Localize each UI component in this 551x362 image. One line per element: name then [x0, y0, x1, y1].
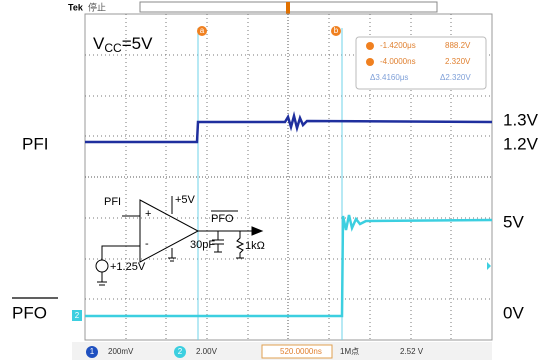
c-minus: - — [145, 238, 149, 250]
ch2-marker-label: 2 — [75, 311, 80, 320]
readout-cell: Δ2.320V — [440, 73, 471, 82]
trigger: 520.0000ns — [280, 347, 322, 356]
pfi-label: PFI — [22, 134, 48, 153]
status: 停止 — [88, 1, 106, 12]
c-pfo: PFO — [211, 213, 234, 225]
readout-cell: 888.2V — [445, 41, 471, 50]
brand: Tek — [68, 2, 84, 12]
readout-cell: 2.320V — [445, 57, 471, 66]
ch2: 2 — [178, 347, 183, 356]
readout-cell: Δ3.4160μs — [370, 73, 408, 82]
readout-cell: -4.0000ns — [380, 57, 416, 66]
v13: 1.3V — [503, 110, 539, 129]
v0: 0V — [503, 303, 524, 322]
v5: 5V — [503, 212, 524, 231]
trigger-pos — [286, 2, 290, 14]
c-supply: +5V — [175, 194, 196, 206]
ro-a — [366, 42, 374, 50]
ch2-scale: 2.00V — [196, 347, 218, 356]
screenshot: Tek 停止 a b -1.4200μs 888.2V -4.0000ns 2.… — [0, 0, 551, 362]
c-cap: 30pF — [190, 239, 215, 251]
v12: 1.2V — [503, 134, 539, 153]
c-ref: +1.25V — [110, 261, 146, 273]
c-plus: + — [145, 208, 151, 220]
readout-cell: -1.4200μs — [380, 41, 416, 50]
vcc-value: =5V — [122, 34, 153, 53]
vcc-v: V — [93, 34, 105, 53]
record: 1M点 — [340, 347, 359, 356]
vcc-label: VCC=5V — [93, 34, 153, 55]
cursor-a-label: a — [200, 26, 205, 35]
vcc-sub: CC — [104, 41, 122, 55]
level: 2.52 V — [400, 347, 424, 356]
c-pfi: PFI — [104, 196, 121, 208]
cursor-b-label: b — [334, 26, 339, 35]
ch1-scale: 200mV — [108, 347, 134, 356]
ro-b — [366, 58, 374, 66]
ch1: 1 — [90, 347, 95, 356]
pfo-label: PFO — [12, 303, 47, 322]
c-res: 1kΩ — [245, 240, 265, 252]
